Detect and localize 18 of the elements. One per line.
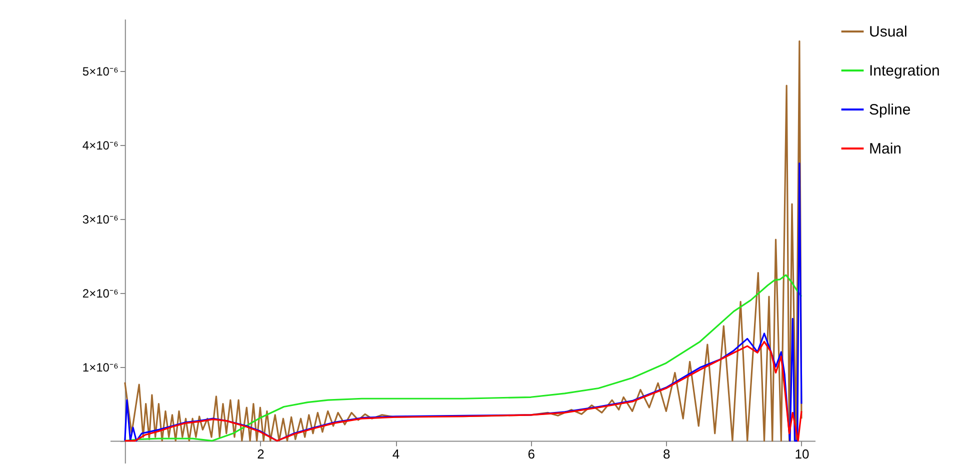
legend-label: Usual <box>869 24 908 40</box>
line-series <box>124 274 802 442</box>
line-series <box>124 40 802 442</box>
x-tick-label: 8 <box>663 446 670 462</box>
x-tick-label: 4 <box>392 446 400 462</box>
line-series <box>124 162 802 442</box>
y-tick-label: 3×10⁻⁶ <box>82 212 118 226</box>
y-tick-label: 4×10⁻⁶ <box>82 138 118 152</box>
x-tick-label: 6 <box>528 446 535 462</box>
legend-label: Spline <box>869 102 911 118</box>
line-series <box>124 340 802 442</box>
x-tick-label: 10 <box>794 446 810 462</box>
y-tick-label: 5×10⁻⁶ <box>82 64 118 78</box>
x-tick-label: 2 <box>257 446 264 462</box>
y-tick-label: 1×10⁻⁶ <box>82 360 118 374</box>
legend-label: Integration <box>869 62 940 80</box>
y-tick-label: 2×10⁻⁶ <box>82 286 118 300</box>
legend-label: Main <box>869 140 902 158</box>
